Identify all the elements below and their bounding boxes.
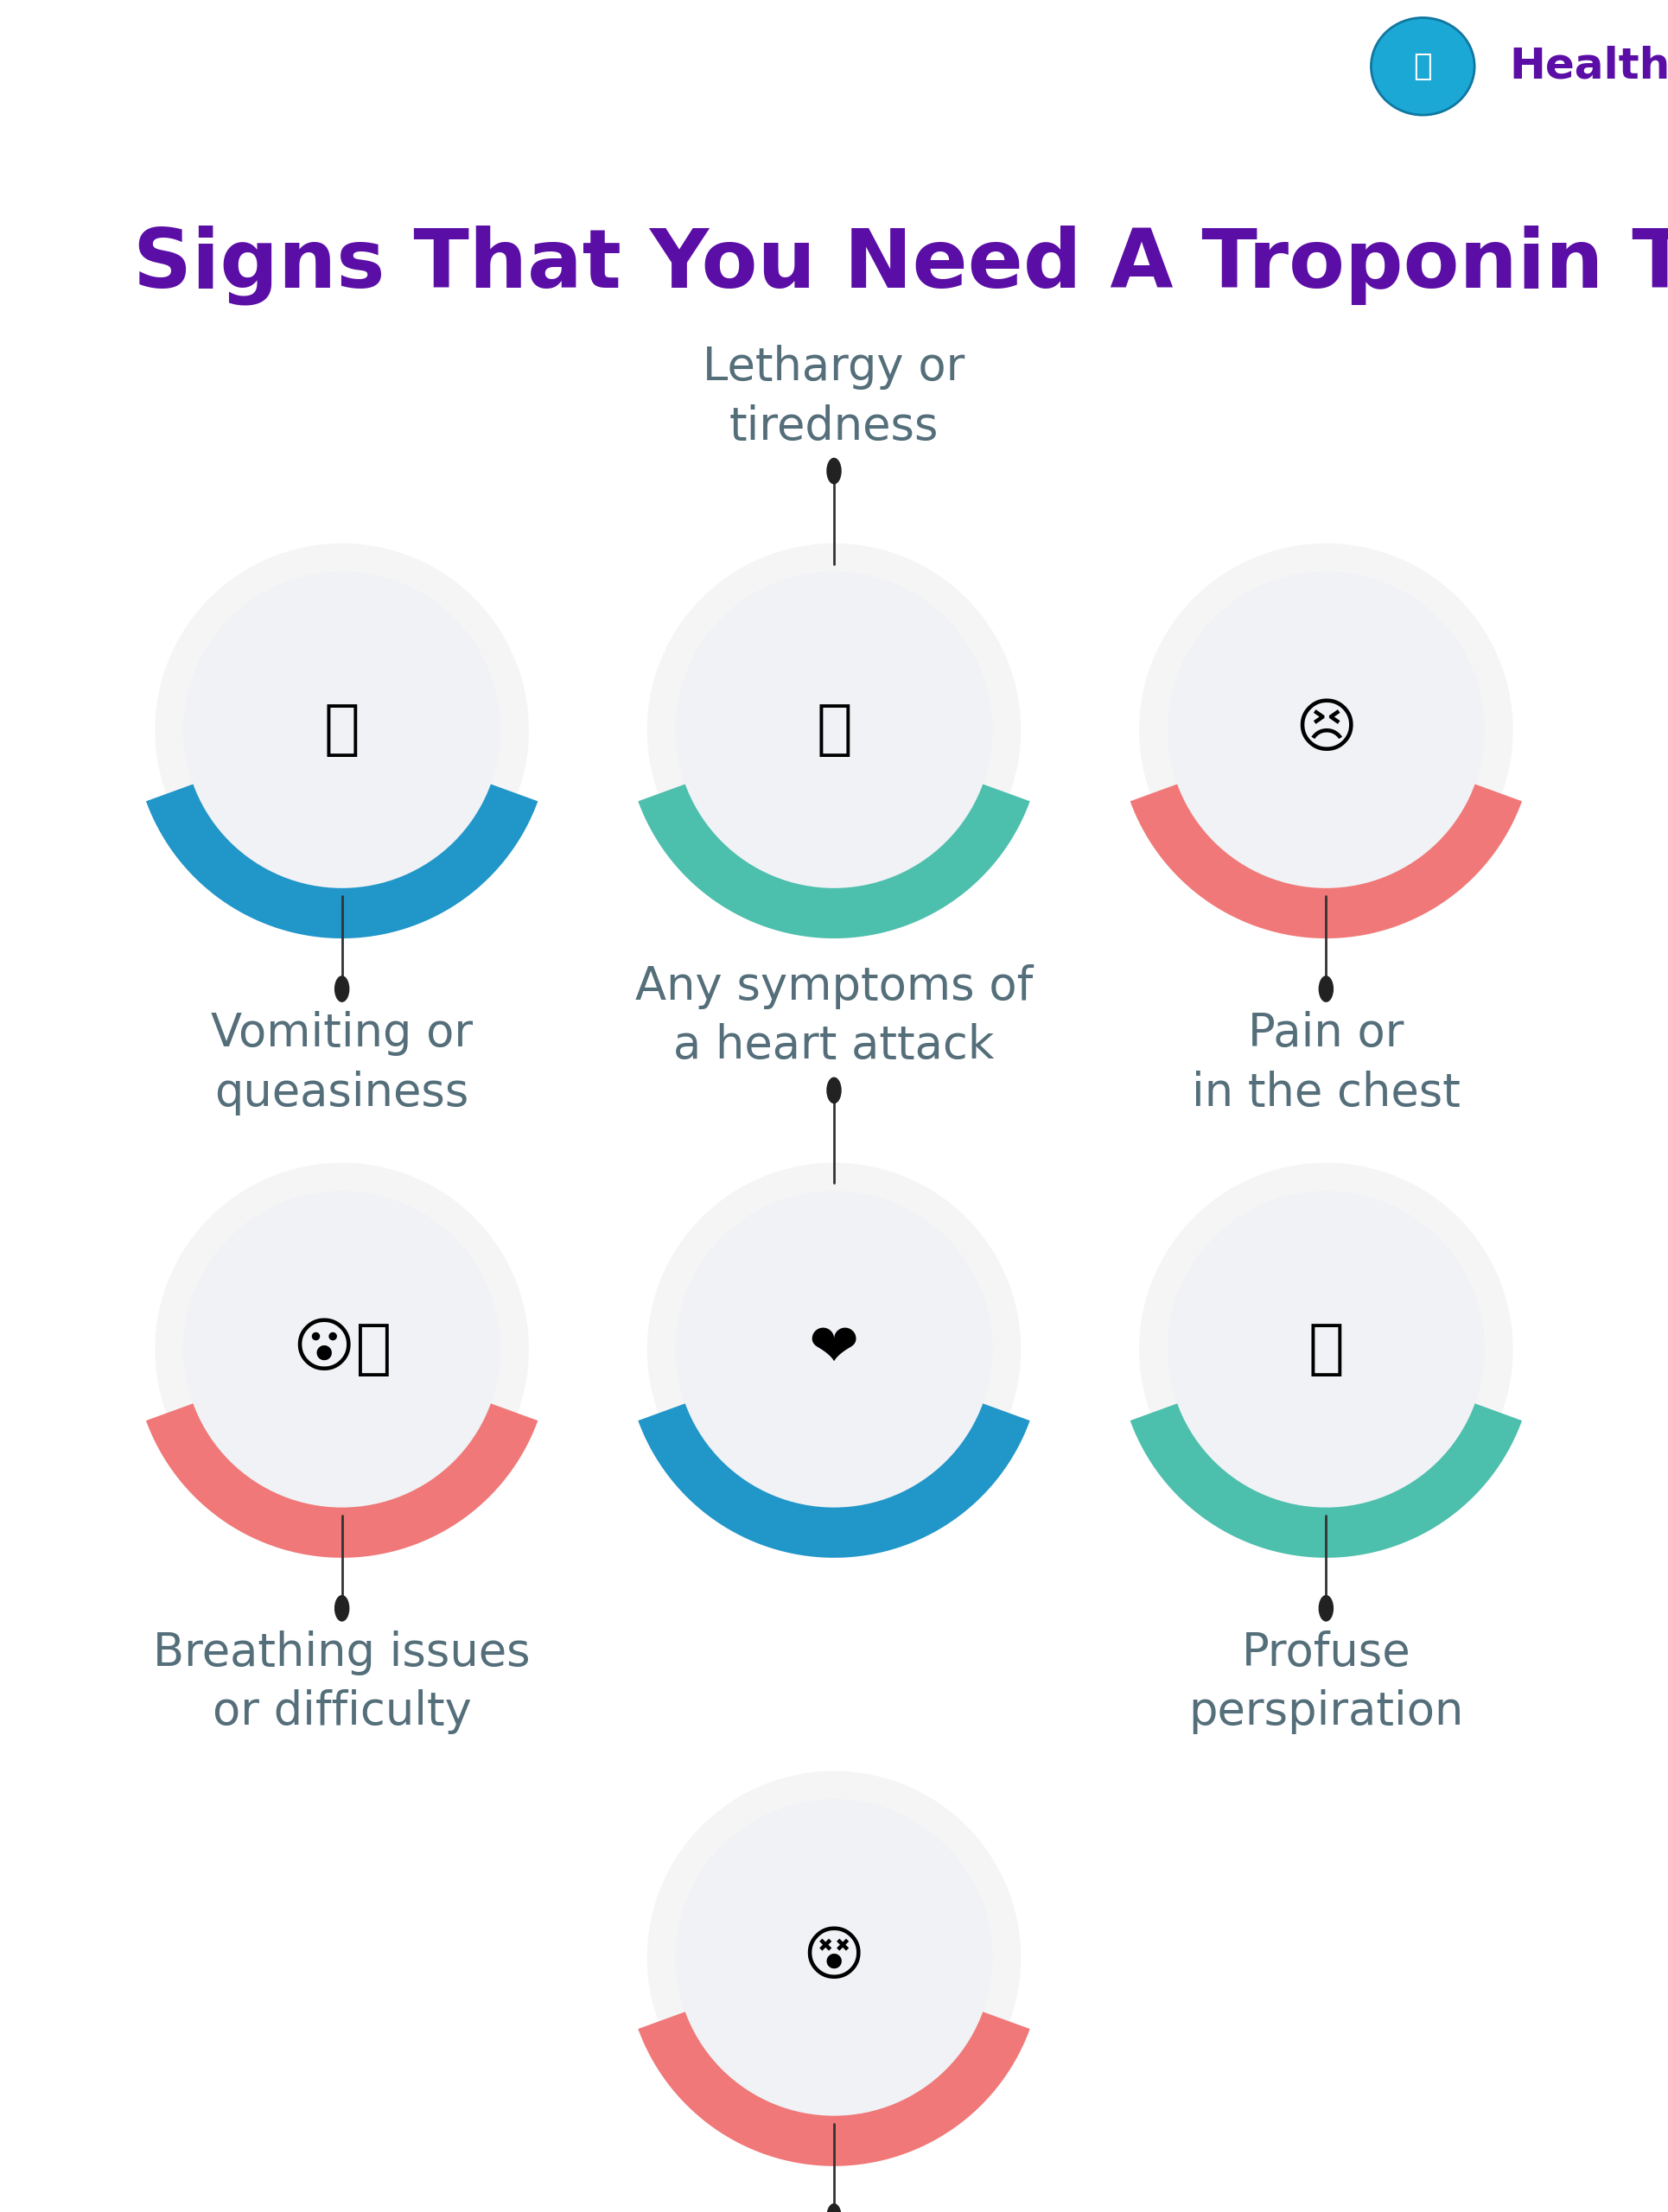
Ellipse shape — [1168, 571, 1485, 887]
Ellipse shape — [183, 1190, 500, 1509]
Text: 🤮: 🤮 — [324, 701, 360, 759]
Text: Signs That You Need A Troponin Test: Signs That You Need A Troponin Test — [133, 226, 1668, 305]
Ellipse shape — [1168, 1190, 1485, 1509]
Ellipse shape — [183, 571, 500, 887]
Ellipse shape — [826, 458, 842, 484]
Text: 😵: 😵 — [802, 1929, 866, 1986]
Ellipse shape — [647, 544, 1021, 916]
Ellipse shape — [676, 571, 992, 887]
Ellipse shape — [1318, 1595, 1334, 1621]
Polygon shape — [639, 2011, 1029, 2166]
Polygon shape — [147, 1402, 537, 1557]
Ellipse shape — [647, 1164, 1021, 1535]
Text: Lethargy or
tiredness: Lethargy or tiredness — [702, 345, 966, 449]
Ellipse shape — [1139, 1164, 1513, 1535]
Text: 😮‍💨: 😮‍💨 — [292, 1321, 392, 1378]
Polygon shape — [639, 1402, 1029, 1557]
Ellipse shape — [1168, 571, 1485, 887]
Polygon shape — [1131, 783, 1521, 938]
Ellipse shape — [1371, 18, 1475, 115]
Polygon shape — [1131, 1402, 1521, 1557]
Text: Pain or
in the chest: Pain or in the chest — [1191, 1011, 1461, 1115]
Text: Any symptoms of
a heart attack: Any symptoms of a heart attack — [636, 964, 1032, 1068]
Ellipse shape — [334, 1595, 350, 1621]
Ellipse shape — [676, 1190, 992, 1509]
Text: 🥱: 🥱 — [816, 701, 852, 759]
Ellipse shape — [676, 1190, 992, 1509]
Ellipse shape — [334, 975, 350, 1002]
Ellipse shape — [676, 1801, 992, 2115]
Ellipse shape — [1139, 544, 1513, 916]
Text: 💦: 💦 — [1308, 1321, 1344, 1378]
Ellipse shape — [155, 544, 529, 916]
Ellipse shape — [647, 1772, 1021, 2143]
Ellipse shape — [183, 571, 500, 887]
Ellipse shape — [826, 1077, 842, 1104]
Ellipse shape — [826, 2203, 842, 2212]
Text: ❤️: ❤️ — [809, 1321, 859, 1378]
Text: Profuse
perspiration: Profuse perspiration — [1189, 1630, 1463, 1734]
Text: Ⓑ: Ⓑ — [1413, 51, 1433, 82]
Text: Vomiting or
queasiness: Vomiting or queasiness — [210, 1011, 474, 1115]
Text: Health: Health — [1510, 46, 1668, 86]
Ellipse shape — [676, 571, 992, 887]
Ellipse shape — [1318, 975, 1334, 1002]
Ellipse shape — [155, 1164, 529, 1535]
Polygon shape — [147, 783, 537, 938]
Text: 😣: 😣 — [1294, 701, 1358, 759]
Polygon shape — [639, 783, 1029, 938]
Text: Breathing issues
or difficulty: Breathing issues or difficulty — [153, 1630, 530, 1734]
Ellipse shape — [676, 1801, 992, 2115]
Ellipse shape — [1168, 1190, 1485, 1509]
Ellipse shape — [183, 1190, 500, 1509]
